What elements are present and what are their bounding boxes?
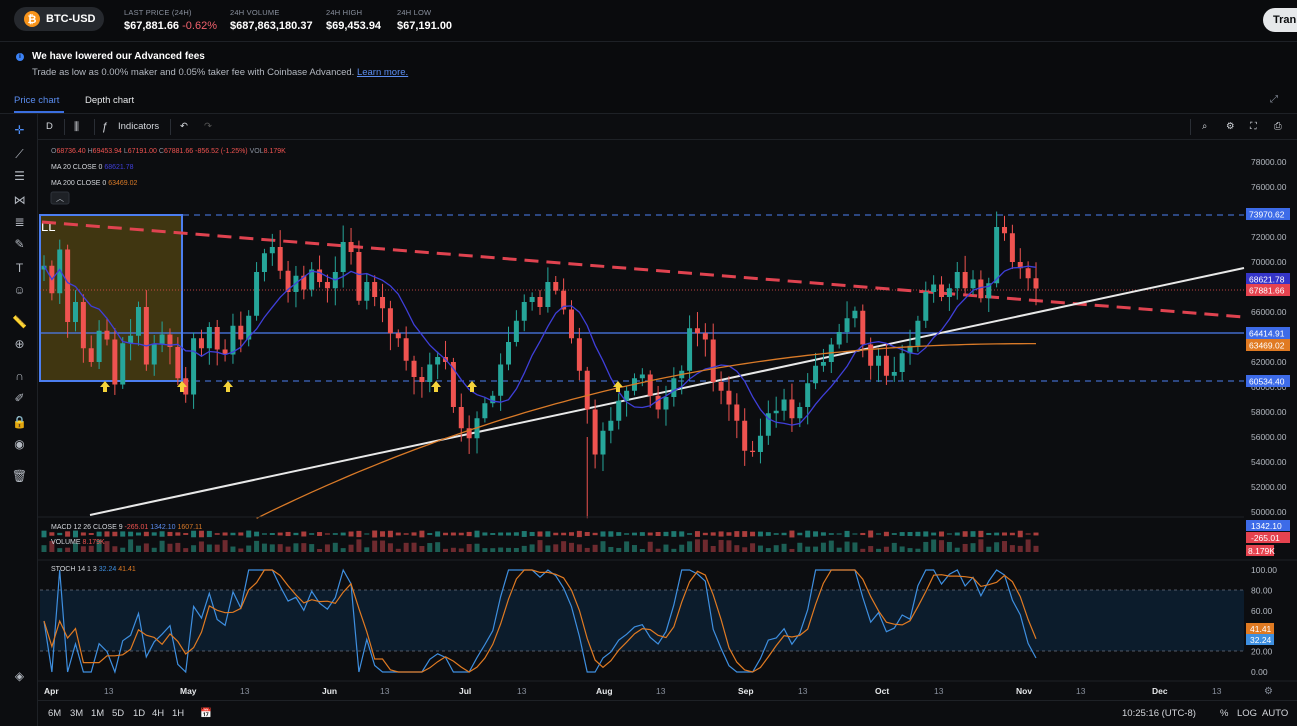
trendline-icon[interactable]: ⟋ [15, 147, 24, 161]
banner-text: Trade as low as 0.00% maker and 0.05% ta… [32, 67, 408, 78]
pair-label: BTC-USD [46, 13, 96, 25]
search-icon[interactable]: ⌕ [1202, 121, 1208, 132]
stat-volume: 24H VOLUME $687,863,180.37 [230, 8, 313, 32]
layers-icon[interactable]: ◈ [14, 669, 25, 683]
separator [94, 119, 95, 135]
magnet-icon[interactable]: ∩ [15, 369, 24, 383]
info-icon: i [16, 53, 24, 61]
expand-icon[interactable]: ⤢ [1270, 94, 1278, 105]
candle-type-icon[interactable]: ⫼ [74, 121, 80, 133]
stat-value: $687,863,180.37 [230, 20, 313, 32]
zoom-in-icon[interactable]: ⊕ [14, 337, 25, 351]
separator [170, 119, 171, 135]
bitcoin-icon: ₿ [24, 11, 40, 27]
stat-last-price: LAST PRICE (24H) $67,881.66 -0.62% [124, 8, 217, 32]
stat-label: LAST PRICE (24H) [124, 8, 192, 17]
log-toggle[interactable]: LOG [1237, 708, 1258, 719]
stat-high: 24H HIGH $69,453.94 [326, 8, 381, 32]
range-4h[interactable]: 4H [152, 708, 165, 719]
trade-button[interactable]: Tran [1263, 8, 1297, 32]
price-change: -0.62% [182, 20, 217, 32]
tab-price-chart[interactable]: Price chart [14, 95, 60, 106]
gear-icon[interactable]: ⚙ [1226, 121, 1235, 132]
banner-title: We have lowered our Advanced fees [32, 51, 205, 62]
ruler-icon[interactable]: 📏 [12, 315, 27, 329]
trash-icon[interactable]: 🗑 [11, 469, 28, 483]
range-1d[interactable]: 1D [133, 708, 146, 719]
lock-icon[interactable]: 🔒 [12, 415, 27, 429]
indicators-icon[interactable]: ƒ [102, 121, 109, 133]
fee-banner: i We have lowered our Advanced fees Trad… [0, 43, 1297, 85]
text-icon[interactable]: T [15, 261, 24, 275]
stat-value: $69,453.94 [326, 20, 382, 32]
percent-toggle[interactable]: % [1220, 708, 1229, 719]
date-range-icon[interactable]: 📅 [200, 708, 212, 719]
separator [1190, 119, 1191, 135]
separator [64, 119, 65, 135]
interval-select[interactable]: D [46, 121, 53, 132]
crosshair-icon[interactable]: ✛ [14, 123, 25, 137]
stat-value: $67,881.66 -0.62% [124, 20, 217, 32]
chart-tabs: Price chart Depth chart ⤢ [0, 86, 1297, 114]
eye-icon[interactable]: ◉ [14, 437, 25, 451]
clock: 10:25:16 (UTC-8) [1122, 708, 1196, 719]
stat-label: 24H VOLUME [230, 8, 280, 17]
undo-icon[interactable]: ↶ [180, 121, 188, 132]
market-header: ₿ BTC-USD LAST PRICE (24H) $67,881.66 -0… [0, 0, 1297, 42]
auto-toggle[interactable]: AUTO [1262, 708, 1289, 719]
stat-low: 24H LOW $67,191.00 [397, 8, 452, 32]
indicators-button[interactable]: Indicators [118, 121, 160, 132]
range-1h[interactable]: 1H [172, 708, 185, 719]
fullscreen-icon[interactable]: ⛶ [1250, 121, 1257, 132]
redo-icon[interactable]: ↷ [204, 121, 212, 132]
pair-selector[interactable]: ₿ BTC-USD [14, 7, 104, 31]
range-bar: 6M 3M 1M 5D 1D 4H 1H 📅 10:25:16 (UTC-8) … [38, 700, 1297, 726]
learn-more-link[interactable]: Learn more. [356, 67, 409, 78]
range-5d[interactable]: 5D [112, 708, 125, 719]
range-3m[interactable]: 3M [70, 708, 84, 719]
horizontal-lines-icon[interactable]: ☰ [14, 169, 25, 183]
stat-label: 24H LOW [397, 8, 432, 17]
tab-depth-chart[interactable]: Depth chart [85, 95, 135, 106]
chart-toolbar: D ⫼ ƒ Indicators ↶ ↷ ⌕ ⚙ ⛶ ⎙ [38, 114, 1297, 140]
drawing-toolbar: ✛ ⟋ ☰ ⋈ ≣ ✎ T ☺ 📏 ⊕ ∩ ✐ 🔒 ◉ 🗑 ◈ [0, 114, 38, 726]
range-1m[interactable]: 1M [91, 708, 105, 719]
range-6m[interactable]: 6M [48, 708, 62, 719]
fib-icon[interactable]: ≣ [14, 215, 25, 229]
banner-body: Trade as low as 0.00% maker and 0.05% ta… [32, 67, 355, 78]
camera-icon[interactable]: ⎙ [1274, 121, 1282, 132]
lock-drawings-icon[interactable]: ✐ [14, 391, 25, 405]
emoji-icon[interactable]: ☺ [13, 283, 26, 297]
last-price-value: $67,881.66 [124, 20, 180, 32]
stat-value: $67,191.00 [397, 20, 453, 32]
chart-area [0, 114, 1297, 726]
active-tab-indicator [14, 111, 64, 113]
brush-icon[interactable]: ✎ [14, 237, 25, 251]
stat-label: 24H HIGH [326, 8, 363, 17]
pattern-icon[interactable]: ⋈ [13, 193, 26, 207]
